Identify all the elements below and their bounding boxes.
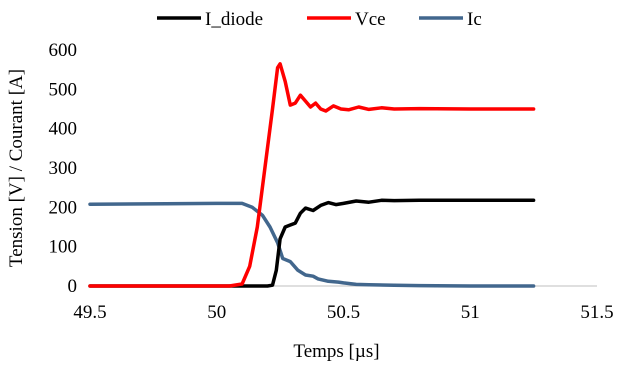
y-tick-label: 500 xyxy=(49,79,78,100)
y-tick-label: 600 xyxy=(49,40,78,61)
x-axis-title: Temps [µs] xyxy=(293,341,379,362)
y-tick-label: 200 xyxy=(49,197,78,218)
x-tick-label: 50 xyxy=(207,302,226,323)
x-axis-ticks: 49.5 50 50.5 51 51.5 xyxy=(73,302,613,323)
legend-label: Ic xyxy=(467,9,482,30)
y-tick-label: 0 xyxy=(68,276,78,297)
legend-label: I_diode xyxy=(205,9,263,30)
legend: I_diode Vce Ic xyxy=(157,9,482,30)
series-line-vce xyxy=(88,62,536,288)
x-tick-label: 51 xyxy=(461,302,480,323)
series-line-i-diode xyxy=(88,198,536,288)
series-line-ic xyxy=(88,201,536,288)
x-tick-label: 49.5 xyxy=(73,302,106,323)
y-axis-title: Tension [V] / Courant [A] xyxy=(6,69,27,267)
y-tick-label: 300 xyxy=(49,158,78,179)
x-tick-label: 51.5 xyxy=(580,302,613,323)
legend-label: Vce xyxy=(355,9,386,30)
y-tick-label: 400 xyxy=(49,119,78,140)
y-axis-ticks: 0 100 200 300 400 500 600 xyxy=(49,40,78,297)
y-tick-label: 100 xyxy=(49,237,78,258)
x-tick-label: 50.5 xyxy=(327,302,360,323)
series-lines xyxy=(88,62,536,288)
